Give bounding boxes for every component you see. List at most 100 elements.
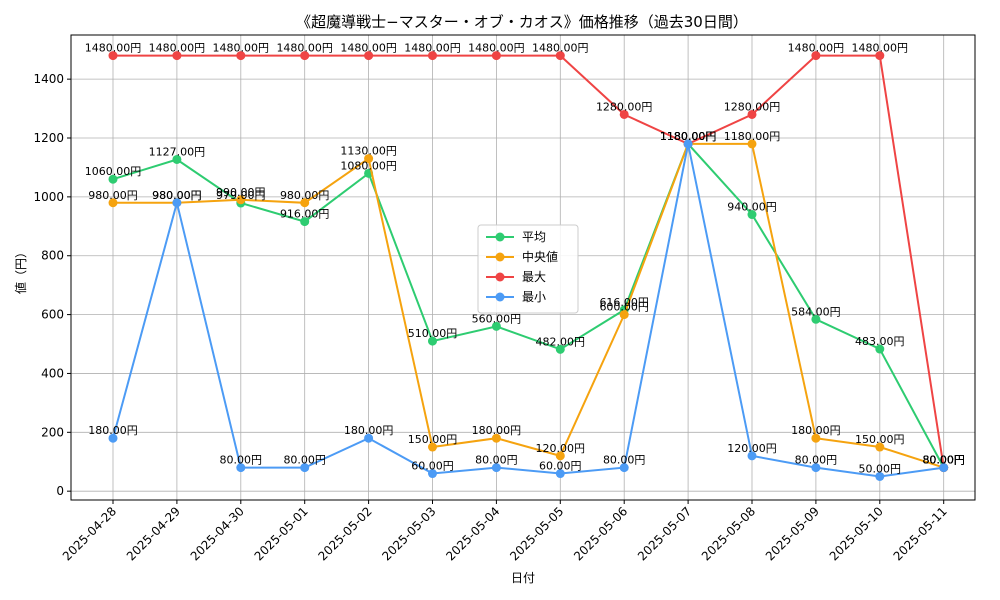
data-point <box>236 195 246 205</box>
data-point <box>428 469 437 479</box>
legend-marker <box>495 232 505 242</box>
data-point <box>619 463 629 473</box>
legend-entry: 最大 <box>522 270 546 284</box>
data-label: 1480.00円 <box>532 42 589 55</box>
data-label: 1280.00円 <box>596 100 653 113</box>
x-tick-label: 2025-04-30 <box>188 504 247 563</box>
data-label: 80.00円 <box>922 454 965 467</box>
data-label: 1280.00円 <box>724 100 781 113</box>
x-axis: 2025-04-28 2025-04-29 2025-04-30 2025-05-01… <box>60 500 950 563</box>
data-label: 1180.00円 <box>660 130 717 143</box>
data-point <box>811 51 821 61</box>
data-label: 980.00円 <box>152 189 202 202</box>
legend-box <box>477 224 579 314</box>
data-label: 560.00円 <box>472 312 522 325</box>
data-point <box>811 433 821 443</box>
data-point <box>747 109 757 119</box>
data-label: 120.00円 <box>727 442 777 455</box>
data-label: 180.00円 <box>344 424 394 437</box>
data-label: 980.00円 <box>88 189 138 202</box>
data-point <box>428 336 437 346</box>
data-label: 1480.00円 <box>852 42 909 55</box>
data-label: 483.00円 <box>855 335 905 348</box>
y-tick-label: 400 <box>41 366 64 380</box>
data-label: 600.00円 <box>599 301 649 314</box>
series-line <box>112 142 945 469</box>
grid-lines <box>71 35 975 500</box>
y-tick-label: 0 <box>56 484 64 498</box>
data-label: 80.00円 <box>283 454 326 467</box>
x-tick-label: 2025-05-11 <box>891 504 950 563</box>
data-point <box>491 51 501 61</box>
y-tick-label: 1000 <box>33 190 64 204</box>
data-label: 980.00円 <box>152 189 202 202</box>
data-label: 1480.00円 <box>85 42 142 55</box>
x-tick-label: 2025-05-08 <box>699 504 758 563</box>
x-tick-label: 2025-05-03 <box>379 504 438 563</box>
data-label: 482.00円 <box>536 335 586 348</box>
data-label: 1180.00円 <box>724 130 781 143</box>
data-label: 979.00円 <box>216 189 266 202</box>
x-tick-label: 2025-04-28 <box>60 504 119 563</box>
data-point <box>747 139 757 149</box>
data-label: 940.00円 <box>727 201 777 214</box>
x-tick-label: 2025-05-02 <box>316 504 375 563</box>
data-point <box>939 463 949 473</box>
data-point <box>619 310 629 320</box>
y-tick-label: 1400 <box>33 72 64 86</box>
data-label: 1480.00円 <box>340 42 397 55</box>
data-point <box>108 433 118 443</box>
data-point <box>172 154 182 164</box>
data-point <box>428 442 437 452</box>
data-point <box>555 51 565 61</box>
data-point <box>236 463 246 473</box>
data-label: 180.00円 <box>791 424 841 437</box>
y-tick-label: 600 <box>41 308 64 322</box>
data-point <box>108 51 118 61</box>
data-point <box>747 451 757 461</box>
data-label: 80.00円 <box>220 454 263 467</box>
data-point <box>875 471 885 481</box>
data-point <box>172 198 182 208</box>
data-point <box>300 198 310 208</box>
data-label: 1480.00円 <box>276 42 333 55</box>
data-label: 1480.00円 <box>149 42 206 55</box>
data-point <box>555 344 565 354</box>
data-point <box>683 139 693 149</box>
x-axis-label: 日付 <box>511 571 535 585</box>
data-label: 80.00円 <box>922 454 965 467</box>
x-tick-label: 2025-05-01 <box>252 504 311 563</box>
legend-entry: 中央値 <box>522 249 558 264</box>
series-line <box>113 54 945 468</box>
data-point <box>811 463 821 473</box>
data-point <box>619 109 629 119</box>
data-point <box>875 51 885 61</box>
legend-entry: 平均 <box>522 230 546 244</box>
data-label: 1480.00円 <box>213 42 270 55</box>
data-label: 616.00円 <box>599 296 649 309</box>
chart-title: 《超魔導戦士−マスター・オブ・カオス》価格推移（過去30日間） <box>296 13 748 31</box>
data-label: 584.00円 <box>791 305 841 318</box>
data-label: 1180.00円 <box>660 130 717 143</box>
data-point <box>747 210 757 220</box>
series-line <box>113 142 945 469</box>
y-tick-label: 1200 <box>33 131 64 145</box>
data-point <box>364 51 374 61</box>
y-tick-label: 800 <box>41 249 64 263</box>
x-tick-label: 2025-05-10 <box>827 504 886 563</box>
data-label: 980.00円 <box>280 189 330 202</box>
data-label: 1080.00円 <box>340 159 397 172</box>
legend-marker <box>495 252 505 262</box>
data-point <box>364 154 374 164</box>
data-label: 80.00円 <box>603 454 646 467</box>
data-label: 990.00円 <box>216 186 266 199</box>
y-axis-label: 値（円） <box>13 246 28 294</box>
data-point <box>491 463 501 473</box>
data-label: 1480.00円 <box>788 42 845 55</box>
data-label: 120.00円 <box>536 442 586 455</box>
data-label: 180.00円 <box>88 424 138 437</box>
series-lines <box>108 51 949 481</box>
data-point <box>428 51 437 61</box>
data-label: 1180.00円 <box>660 130 717 143</box>
data-label: 50.00円 <box>859 462 902 475</box>
